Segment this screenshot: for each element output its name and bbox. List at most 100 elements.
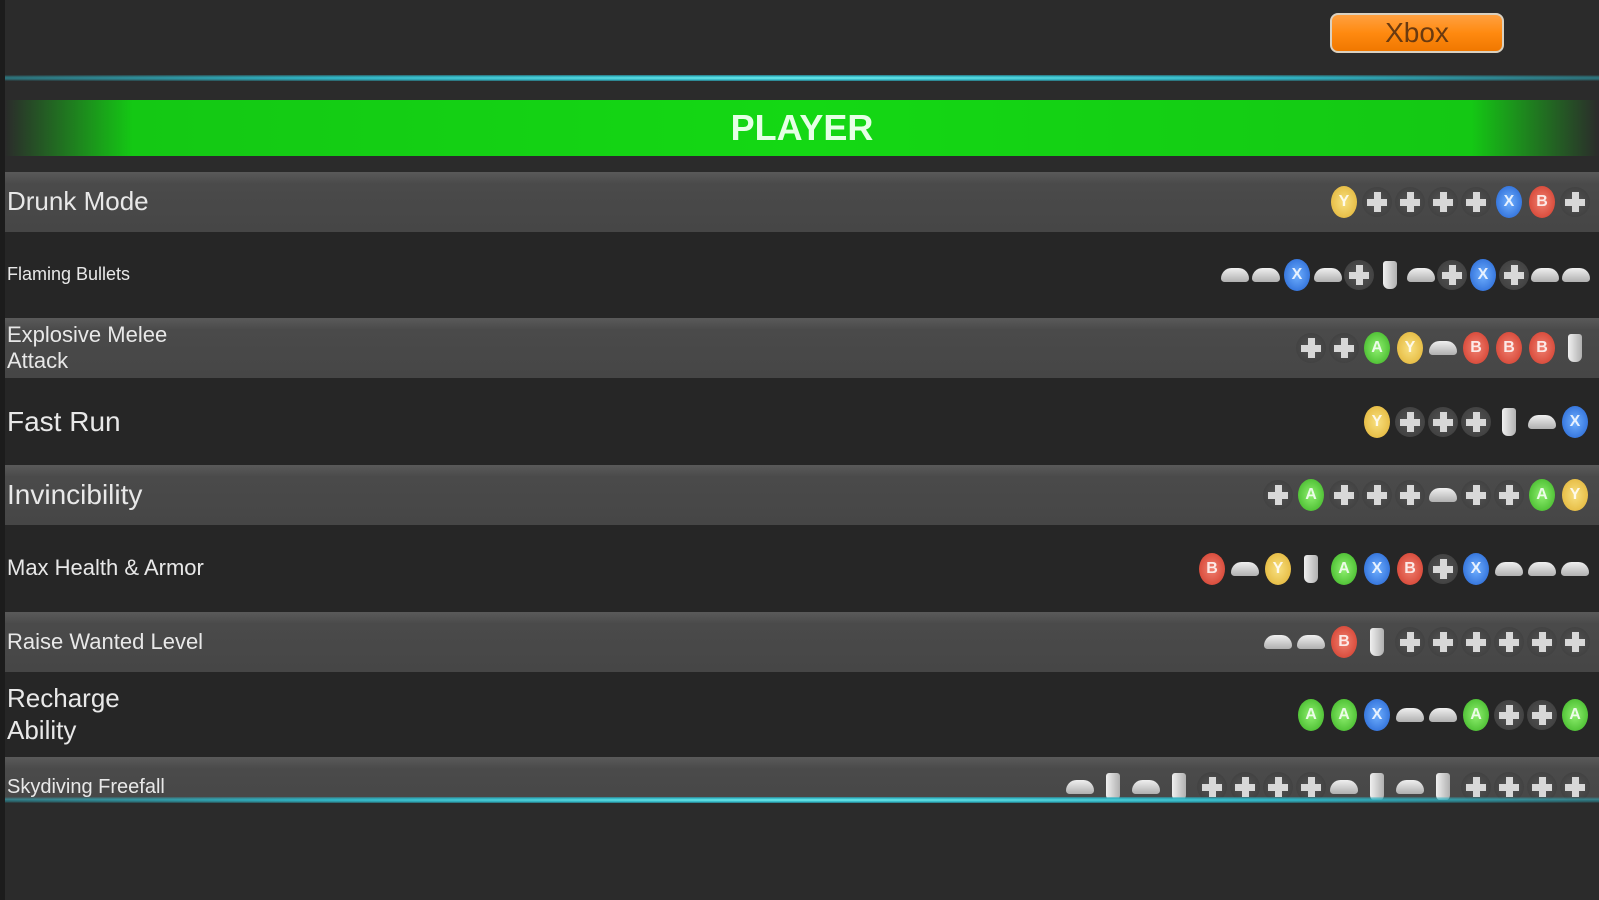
left-bumper-icon	[1559, 553, 1591, 585]
b-button-icon: B	[1196, 552, 1228, 585]
left-bumper-icon	[1427, 699, 1459, 731]
cheat-list[interactable]: Drunk Mode Y X B Flaming Bullets X X Explosive …	[5, 170, 1599, 800]
left-bumper-icon	[1328, 771, 1360, 800]
left-bumper-icon	[1229, 553, 1261, 585]
platform-xbox-button[interactable]: Xbox	[1330, 13, 1504, 53]
dpad-icon	[1460, 626, 1492, 658]
b-button-icon: B	[1493, 332, 1525, 364]
button-combo	[1064, 771, 1591, 800]
right-trigger-icon	[1361, 626, 1393, 658]
right-trigger-icon	[1163, 771, 1195, 800]
dpad-icon	[1493, 479, 1525, 511]
right-trigger-icon	[1427, 771, 1459, 800]
bottom-divider	[5, 797, 1599, 803]
right-bumper-icon	[1262, 626, 1294, 658]
right-trigger-icon	[1375, 259, 1405, 291]
cheat-name: Fast Run	[7, 405, 121, 437]
b-button-icon: B	[1394, 552, 1426, 585]
dpad-icon	[1328, 479, 1360, 511]
dpad-icon	[1427, 553, 1459, 585]
dpad-icon	[1559, 771, 1591, 800]
cheat-row[interactable]: Flaming Bullets X X	[5, 232, 1599, 318]
x-button-icon: X	[1493, 186, 1525, 218]
right-bumper-icon	[1406, 259, 1436, 291]
cheat-row[interactable]: Drunk Mode Y X B	[5, 172, 1599, 232]
y-button-icon: Y	[1394, 332, 1426, 364]
dpad-icon	[1460, 771, 1492, 800]
dpad-icon	[1460, 479, 1492, 511]
dpad-icon	[1437, 259, 1467, 291]
left-trigger-icon	[1361, 771, 1393, 800]
b-button-icon: B	[1328, 626, 1360, 658]
left-bumper-icon	[1493, 553, 1525, 585]
dpad-icon	[1427, 406, 1459, 438]
top-divider	[5, 75, 1599, 81]
cheat-name: Raise Wanted Level	[7, 628, 204, 654]
right-bumper-icon	[1130, 771, 1162, 800]
right-bumper-icon	[1251, 259, 1281, 291]
x-button-icon: X	[1559, 405, 1591, 438]
dpad-icon	[1394, 186, 1426, 218]
left-edge	[0, 0, 5, 900]
cheat-row[interactable]: Raise Wanted Level B	[5, 612, 1599, 672]
a-button-icon: A	[1328, 698, 1360, 731]
cheat-row[interactable]: Max Health & Armor B Y A X B X	[5, 525, 1599, 612]
a-button-icon: A	[1526, 479, 1558, 511]
section-header-player: PLAYER	[5, 100, 1599, 156]
dpad-icon	[1559, 186, 1591, 218]
cheat-row[interactable]: Fast Run Y X	[5, 378, 1599, 465]
x-button-icon: X	[1468, 259, 1498, 291]
a-button-icon: A	[1559, 698, 1591, 731]
dpad-icon	[1262, 771, 1294, 800]
a-button-icon: A	[1460, 698, 1492, 731]
y-button-icon: Y	[1262, 552, 1294, 585]
left-trigger-icon	[1493, 406, 1525, 438]
cheat-name: Drunk Mode	[7, 186, 149, 217]
dpad-icon	[1499, 259, 1529, 291]
cheat-name: Flaming Bullets	[7, 264, 131, 285]
dpad-icon	[1361, 186, 1393, 218]
left-bumper-icon	[1530, 259, 1560, 291]
left-bumper-icon	[1064, 771, 1096, 800]
dpad-icon	[1394, 479, 1426, 511]
cheat-row[interactable]: Invincibility A A Y	[5, 465, 1599, 525]
dpad-icon	[1460, 186, 1492, 218]
cheat-name: Recharge Ability	[7, 683, 120, 745]
dpad-icon	[1394, 406, 1426, 438]
x-button-icon: X	[1361, 698, 1393, 731]
dpad-icon	[1262, 479, 1294, 511]
b-button-icon: B	[1526, 186, 1558, 218]
dpad-icon	[1526, 771, 1558, 800]
dpad-icon	[1328, 332, 1360, 364]
a-button-icon: A	[1295, 479, 1327, 511]
a-button-icon: A	[1295, 698, 1327, 731]
x-button-icon: X	[1282, 259, 1312, 291]
left-bumper-icon	[1526, 406, 1558, 438]
x-button-icon: X	[1460, 552, 1492, 585]
right-bumper-icon	[1427, 332, 1459, 364]
b-button-icon: B	[1460, 332, 1492, 364]
cheat-name: Explosive Melee Attack	[7, 321, 168, 373]
right-bumper-icon	[1394, 771, 1426, 800]
dpad-icon	[1344, 259, 1374, 291]
dpad-icon	[1361, 479, 1393, 511]
dpad-icon	[1427, 626, 1459, 658]
dpad-icon	[1493, 626, 1525, 658]
dpad-icon	[1460, 406, 1492, 438]
cheat-row[interactable]: Skydiving Freefall	[5, 757, 1599, 800]
dpad-icon	[1196, 771, 1228, 800]
dpad-icon	[1493, 699, 1525, 731]
cheat-row[interactable]: Recharge Ability A A X A A	[5, 672, 1599, 757]
b-button-icon: B	[1526, 332, 1558, 364]
left-bumper-icon	[1526, 553, 1558, 585]
cheat-name: Max Health & Armor	[7, 555, 204, 581]
dpad-icon	[1526, 626, 1558, 658]
dpad-icon	[1229, 771, 1261, 800]
cheat-row[interactable]: Explosive Melee Attack A Y B B B	[5, 318, 1599, 378]
y-button-icon: Y	[1361, 405, 1393, 438]
